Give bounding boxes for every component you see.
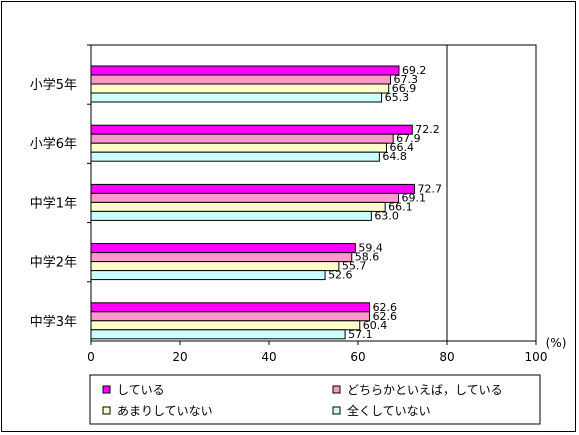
x-tick-label: 100 [525, 350, 548, 364]
value-label: 67.3 [393, 73, 418, 86]
bar [90, 183, 416, 194]
bar [90, 133, 394, 144]
value-label: 72.2 [415, 123, 440, 136]
category-label: 小学6年 [30, 136, 77, 152]
bar [90, 65, 400, 76]
bar [90, 142, 387, 153]
x-tick-label: 40 [261, 350, 276, 364]
value-label: 57.1 [348, 328, 373, 341]
value-label: 62.6 [373, 301, 398, 314]
legend-label: している [117, 383, 165, 397]
value-label: 69.1 [401, 191, 426, 204]
bar [90, 320, 361, 331]
x-tick-label: 0 [87, 350, 95, 364]
bar [90, 252, 353, 263]
bar [90, 83, 390, 94]
x-tick-label: 20 [172, 350, 187, 364]
bar [90, 201, 386, 212]
value-label: 69.2 [402, 64, 427, 77]
legend-label: 全くしていない [347, 403, 431, 418]
value-label: 72.7 [418, 182, 443, 195]
value-label: 52.6 [328, 269, 353, 282]
legend-swatch [102, 406, 111, 415]
bar [90, 302, 371, 313]
unit-label: (%) [546, 336, 567, 350]
value-label: 67.9 [396, 132, 421, 145]
category-label: 中学1年 [30, 195, 77, 211]
x-tick-label: 60 [350, 350, 365, 364]
legend-label: どちらかといえば，している [347, 383, 503, 397]
bar [90, 210, 372, 221]
legend-label: あまりしていない [117, 404, 213, 418]
bar [90, 243, 356, 254]
value-label: 66.1 [388, 200, 413, 213]
value-label: 66.9 [392, 82, 417, 95]
category-label: 中学2年 [30, 255, 77, 271]
bar [90, 261, 340, 272]
bar [90, 192, 399, 203]
legend-swatch [102, 385, 111, 394]
bar [90, 74, 391, 85]
legend-swatch [332, 385, 341, 394]
value-label: 66.4 [389, 141, 414, 154]
value-label: 58.6 [355, 251, 380, 264]
value-label: 60.4 [363, 319, 388, 332]
bar [90, 151, 380, 162]
category-label: 中学3年 [30, 314, 77, 330]
value-label: 64.8 [382, 150, 407, 163]
value-label: 59.4 [358, 242, 383, 255]
value-label: 63.0 [374, 209, 399, 222]
value-label: 55.7 [342, 260, 367, 273]
bar [90, 124, 413, 135]
bar [90, 311, 371, 322]
bar [90, 329, 346, 340]
bar [90, 270, 326, 281]
legend-swatch [332, 406, 341, 415]
legend [89, 374, 541, 425]
value-label: 62.6 [373, 310, 398, 323]
value-label: 65.3 [385, 91, 410, 104]
x-tick-label: 80 [439, 350, 454, 364]
bar [90, 92, 383, 103]
category-label: 小学5年 [30, 77, 77, 93]
